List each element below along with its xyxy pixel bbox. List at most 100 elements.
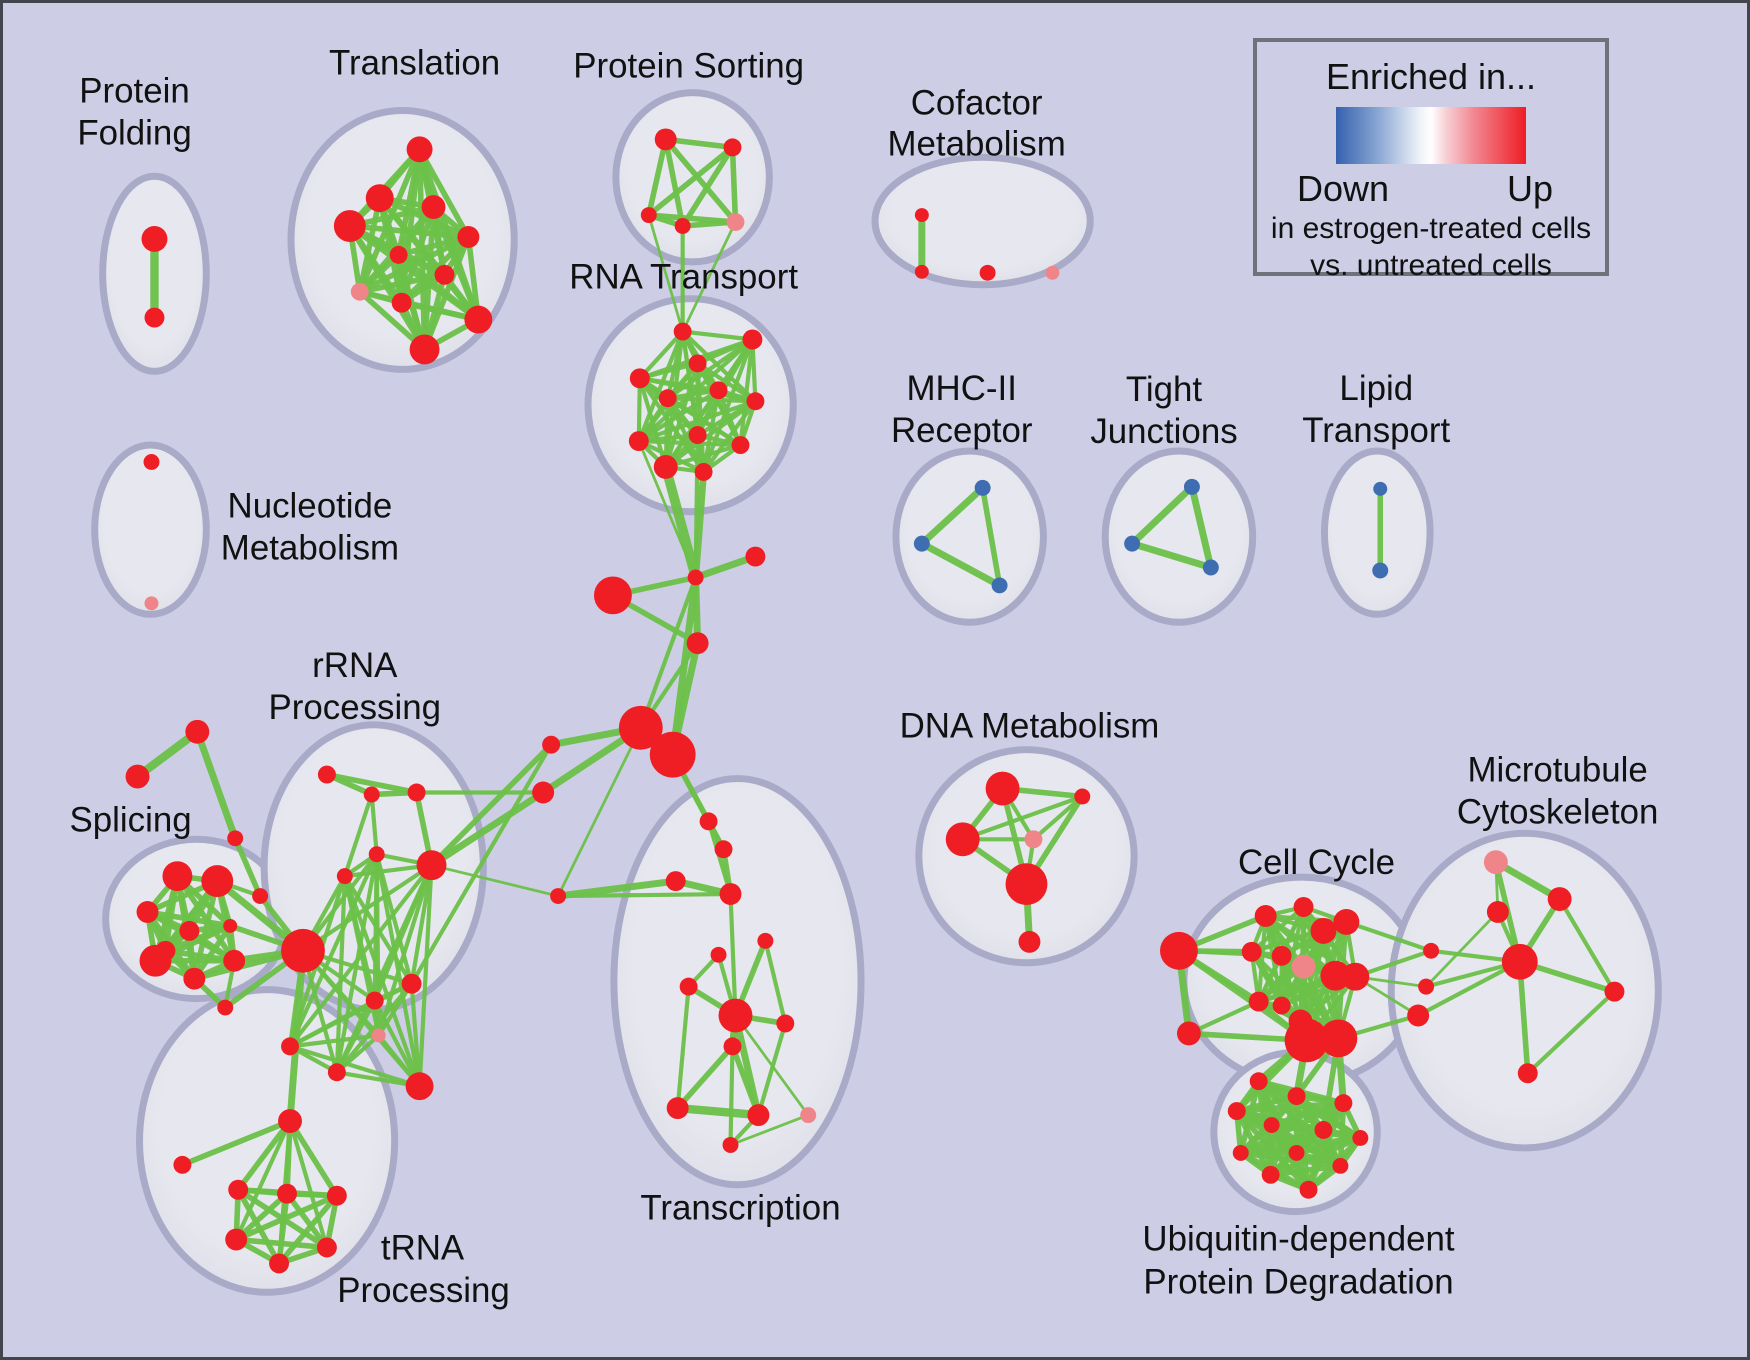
network-edge — [193, 728, 239, 842]
node-PS3 — [640, 207, 657, 224]
node-R6 — [416, 850, 447, 881]
network-edge — [300, 863, 434, 953]
node-G2 — [649, 731, 696, 778]
node-PS1 — [654, 128, 677, 151]
network-edge — [284, 1190, 330, 1251]
node-PF2 — [144, 307, 165, 328]
node-R1 — [317, 765, 336, 784]
node-TP5 — [316, 1237, 337, 1258]
node-CM3 — [979, 264, 996, 281]
network-edge — [662, 136, 739, 225]
legend-box: Enriched in... Down Up in estrogen-treat… — [1253, 38, 1609, 282]
node-TR1 — [185, 719, 210, 744]
network-edge — [376, 981, 414, 1038]
network-edge — [680, 329, 755, 342]
network-edge — [1188, 483, 1215, 571]
node-CC10 — [1272, 996, 1291, 1015]
network-edge — [636, 399, 758, 444]
node-T7 — [434, 264, 455, 285]
network-edge — [645, 136, 669, 218]
network-edge — [1256, 913, 1268, 1004]
node-R12 — [401, 973, 422, 994]
node-X3 — [542, 735, 561, 754]
node-T2 — [365, 184, 394, 213]
node-S10 — [217, 999, 234, 1016]
node-T1 — [406, 136, 433, 163]
node-RT2 — [742, 329, 763, 350]
network-edge — [232, 835, 263, 899]
network-edge — [409, 742, 554, 986]
network-edge — [1424, 910, 1500, 989]
cluster-label-trna-processing: Processing — [337, 1271, 510, 1310]
node-CC5 — [1310, 917, 1337, 944]
node-TN1 — [699, 812, 718, 831]
node-TN2 — [714, 840, 733, 859]
network-edge — [1267, 1163, 1344, 1178]
node-TN6 — [710, 946, 727, 963]
node-CM4 — [1045, 265, 1060, 280]
network-edge — [960, 794, 1085, 842]
node-T5 — [457, 226, 480, 248]
node-TJ2 — [1124, 535, 1141, 552]
network-edge — [287, 1033, 381, 1049]
network-edge — [556, 726, 643, 898]
network-edge — [334, 1070, 422, 1089]
node-TJ1 — [1183, 478, 1200, 495]
node-S4 — [179, 920, 200, 941]
cluster-ellipse-tight-junctions — [1101, 447, 1257, 626]
network-edge — [728, 1044, 735, 1148]
network-edge — [276, 1192, 340, 1267]
network-edge — [663, 399, 758, 470]
network-edge — [233, 1192, 340, 1243]
network-edge — [918, 540, 1004, 589]
cluster-label-microtubule-cytoskeleton: Microtubule — [1468, 751, 1648, 790]
node-M1 — [974, 479, 991, 496]
network-edge — [645, 144, 736, 218]
network-edge — [1176, 948, 1310, 1044]
node-TN3 — [665, 871, 686, 892]
node-U10 — [1332, 1157, 1349, 1174]
node-G1 — [618, 705, 663, 750]
node-R4 — [368, 846, 385, 863]
network-edge — [637, 439, 698, 579]
network-edge — [695, 361, 758, 404]
cluster-ellipse-microtubule-cytoskeleton — [1387, 829, 1662, 1152]
node-LT1 — [1373, 481, 1388, 496]
legend-caption-line1: in estrogen-treated cells — [1270, 212, 1592, 245]
network-edge — [647, 213, 685, 333]
node-NM2 — [144, 596, 159, 611]
node-D1 — [985, 771, 1020, 806]
cluster-label-microtubule-cytoskeleton: Cytoskeleton — [1457, 792, 1659, 831]
node-U6 — [1314, 1121, 1333, 1139]
network-edge — [287, 1118, 340, 1199]
cluster-label-splicing: Splicing — [69, 800, 191, 839]
node-R8 — [281, 1037, 299, 1056]
node-X2 — [686, 632, 709, 655]
node-U3 — [1334, 1094, 1353, 1113]
legend-gradient-bar — [1336, 107, 1526, 164]
node-M3 — [991, 577, 1008, 594]
node-LT2 — [1372, 562, 1389, 579]
network-nodes — [125, 128, 1625, 1274]
cluster-label-protein-sorting: Protein Sorting — [573, 47, 804, 86]
network-edge — [662, 136, 736, 151]
node-TJ3 — [1202, 559, 1219, 576]
node-MT2 — [1486, 901, 1509, 923]
cluster-label-ubiquitin-degradation: Protein Degradation — [1143, 1262, 1453, 1301]
node-RT5 — [709, 381, 728, 400]
node-R9 — [327, 1063, 346, 1082]
node-S7 — [139, 944, 172, 977]
network-edge — [636, 329, 685, 444]
node-MTp — [1483, 850, 1508, 875]
node-TP_l — [173, 1155, 192, 1174]
network-edge — [729, 144, 739, 225]
node-T9 — [391, 292, 412, 313]
network-edge — [356, 195, 383, 295]
node-S9 — [223, 949, 246, 972]
node-TP_hub — [278, 1109, 302, 1133]
node-RT7 — [658, 389, 677, 408]
network-edge — [728, 891, 738, 1018]
node-D3 — [945, 822, 980, 857]
network-edge — [665, 396, 743, 448]
